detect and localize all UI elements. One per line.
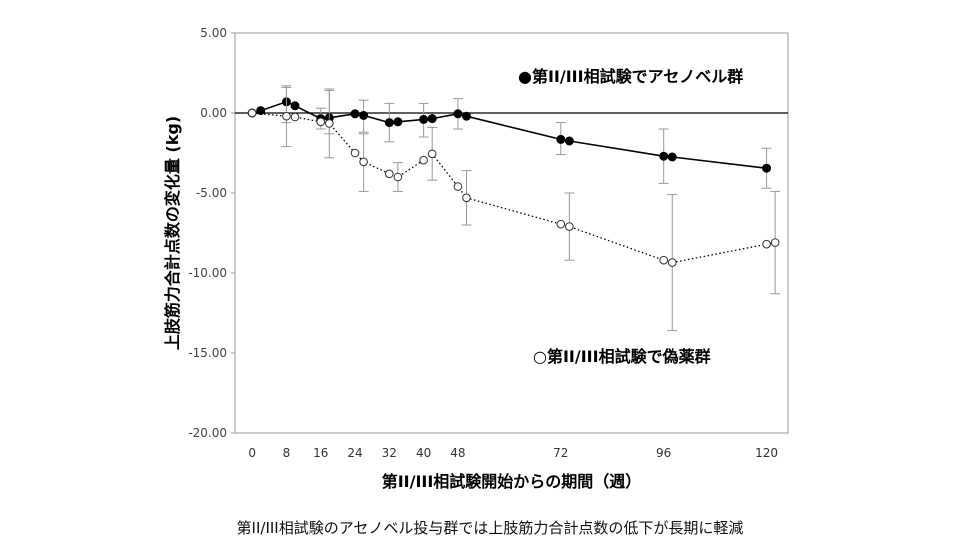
- data-point-acenobel: [384, 118, 394, 128]
- x-tick-label: 72: [553, 446, 568, 460]
- data-point-acenobel: [556, 134, 566, 144]
- legend-placebo: ○第II/III相試験で偽薬群: [533, 347, 711, 366]
- x-tick-label: 16: [313, 446, 328, 460]
- y-tick-label: 0.00: [200, 106, 227, 120]
- x-tick-label: 8: [283, 446, 291, 460]
- x-tick-label: 32: [382, 446, 397, 460]
- y-tick-label: 5.00: [200, 26, 227, 40]
- data-point-acenobel: [256, 106, 266, 116]
- legend-acenobel: ●第II/III相試験でアセノベル群: [518, 67, 743, 86]
- x-axis-title: 第II/III相試験開始からの期間（週）: [382, 472, 642, 491]
- data-point-placebo: [385, 169, 394, 179]
- data-point-acenobel: [427, 114, 437, 124]
- data-point-placebo: [350, 148, 360, 158]
- figure-caption: 第II/III相試験のアセノベル投与群では上肢筋力合計点数の低下が長期に軽減: [236, 519, 744, 537]
- data-point-placebo: [770, 238, 780, 247]
- data-point-acenobel: [359, 110, 369, 120]
- data-point-placebo: [282, 111, 291, 121]
- data-point-acenobel: [564, 136, 574, 146]
- data-point-placebo: [667, 258, 677, 267]
- plot-frame: [234, 32, 789, 434]
- data-point-placebo: [419, 155, 428, 165]
- data-point-placebo: [359, 157, 368, 167]
- data-point-placebo: [247, 108, 257, 118]
- data-point-acenobel: [762, 163, 772, 173]
- x-tick-label: 40: [416, 446, 431, 460]
- data-point-placebo: [659, 255, 668, 265]
- data-point-placebo: [462, 193, 471, 203]
- y-tick-label: -15.00: [188, 346, 227, 360]
- y-tick-label: -5.00: [196, 186, 227, 200]
- data-point-placebo: [453, 182, 463, 191]
- data-point-placebo: [316, 117, 326, 127]
- y-axis-title: 上肢筋力合計点数の変化量 (kg): [163, 116, 182, 350]
- data-point-placebo: [427, 149, 437, 159]
- data-point-acenobel: [659, 151, 669, 161]
- y-tick-label: -20.00: [188, 426, 227, 440]
- data-point-placebo: [556, 219, 566, 229]
- data-point-acenobel: [350, 109, 360, 119]
- data-point-acenobel: [290, 101, 300, 111]
- data-point-placebo: [762, 239, 771, 249]
- y-tick-label: -10.00: [188, 266, 227, 280]
- data-point-acenobel: [453, 109, 463, 119]
- x-tick-label: 96: [656, 446, 671, 460]
- data-point-acenobel: [667, 152, 677, 162]
- series-line-placebo: [252, 112, 776, 264]
- x-tick-label: 48: [450, 446, 465, 460]
- data-point-placebo: [290, 112, 300, 122]
- data-point-acenobel: [461, 111, 471, 121]
- x-tick-label: 24: [347, 446, 362, 460]
- data-point-placebo: [565, 222, 574, 231]
- data-point-placebo: [325, 119, 334, 128]
- data-point-placebo: [393, 172, 403, 182]
- data-point-acenobel: [419, 114, 429, 124]
- x-tick-label: 0: [248, 446, 256, 460]
- x-tick-label: 120: [755, 446, 778, 460]
- data-point-acenobel: [393, 117, 403, 127]
